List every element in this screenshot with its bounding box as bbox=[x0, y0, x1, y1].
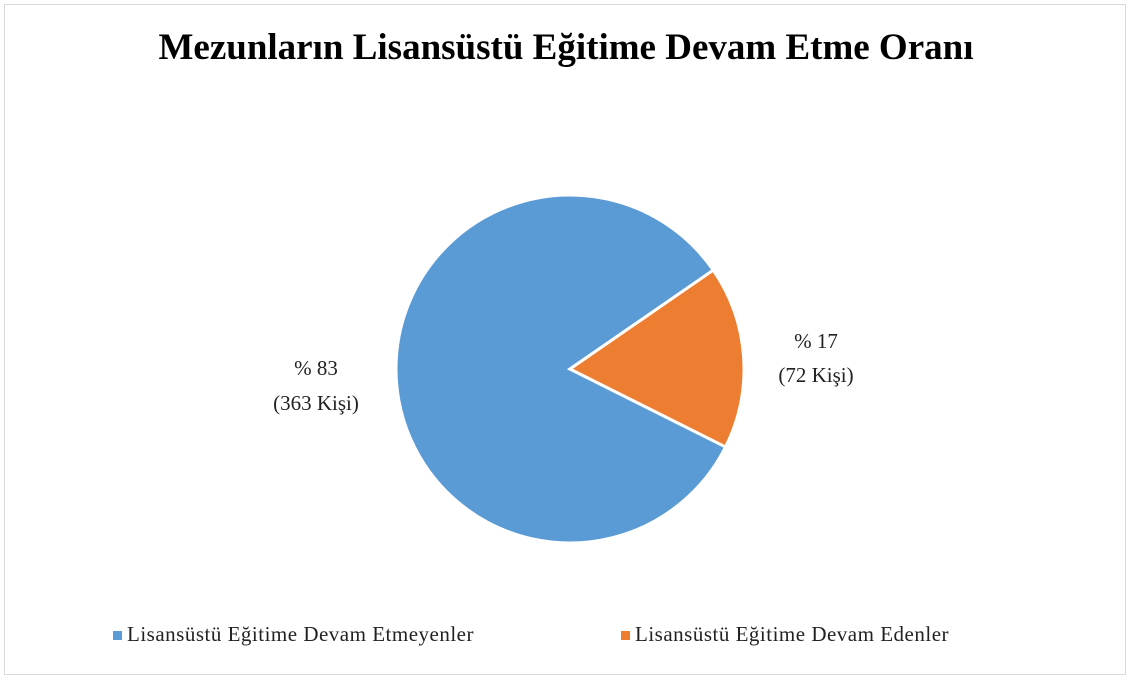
data-label: % 83 bbox=[294, 356, 338, 380]
chart-title: Mezunların Lisansüstü Eğitime Devam Etme… bbox=[158, 27, 974, 68]
chart-frame bbox=[4, 4, 1126, 675]
count-label: (72 Kişi) bbox=[778, 363, 853, 387]
legend-swatch bbox=[621, 631, 630, 640]
legend-swatch bbox=[113, 631, 122, 640]
count-label: (363 Kişi) bbox=[273, 391, 359, 415]
legend-label: Lisansüstü Eğitime Devam Etmeyenler bbox=[127, 622, 474, 646]
pie-slice bbox=[567, 268, 746, 449]
pie-slice bbox=[394, 193, 728, 545]
data-label: % 17 bbox=[794, 329, 838, 353]
legend-label: Lisansüstü Eğitime Devam Edenler bbox=[635, 622, 949, 646]
